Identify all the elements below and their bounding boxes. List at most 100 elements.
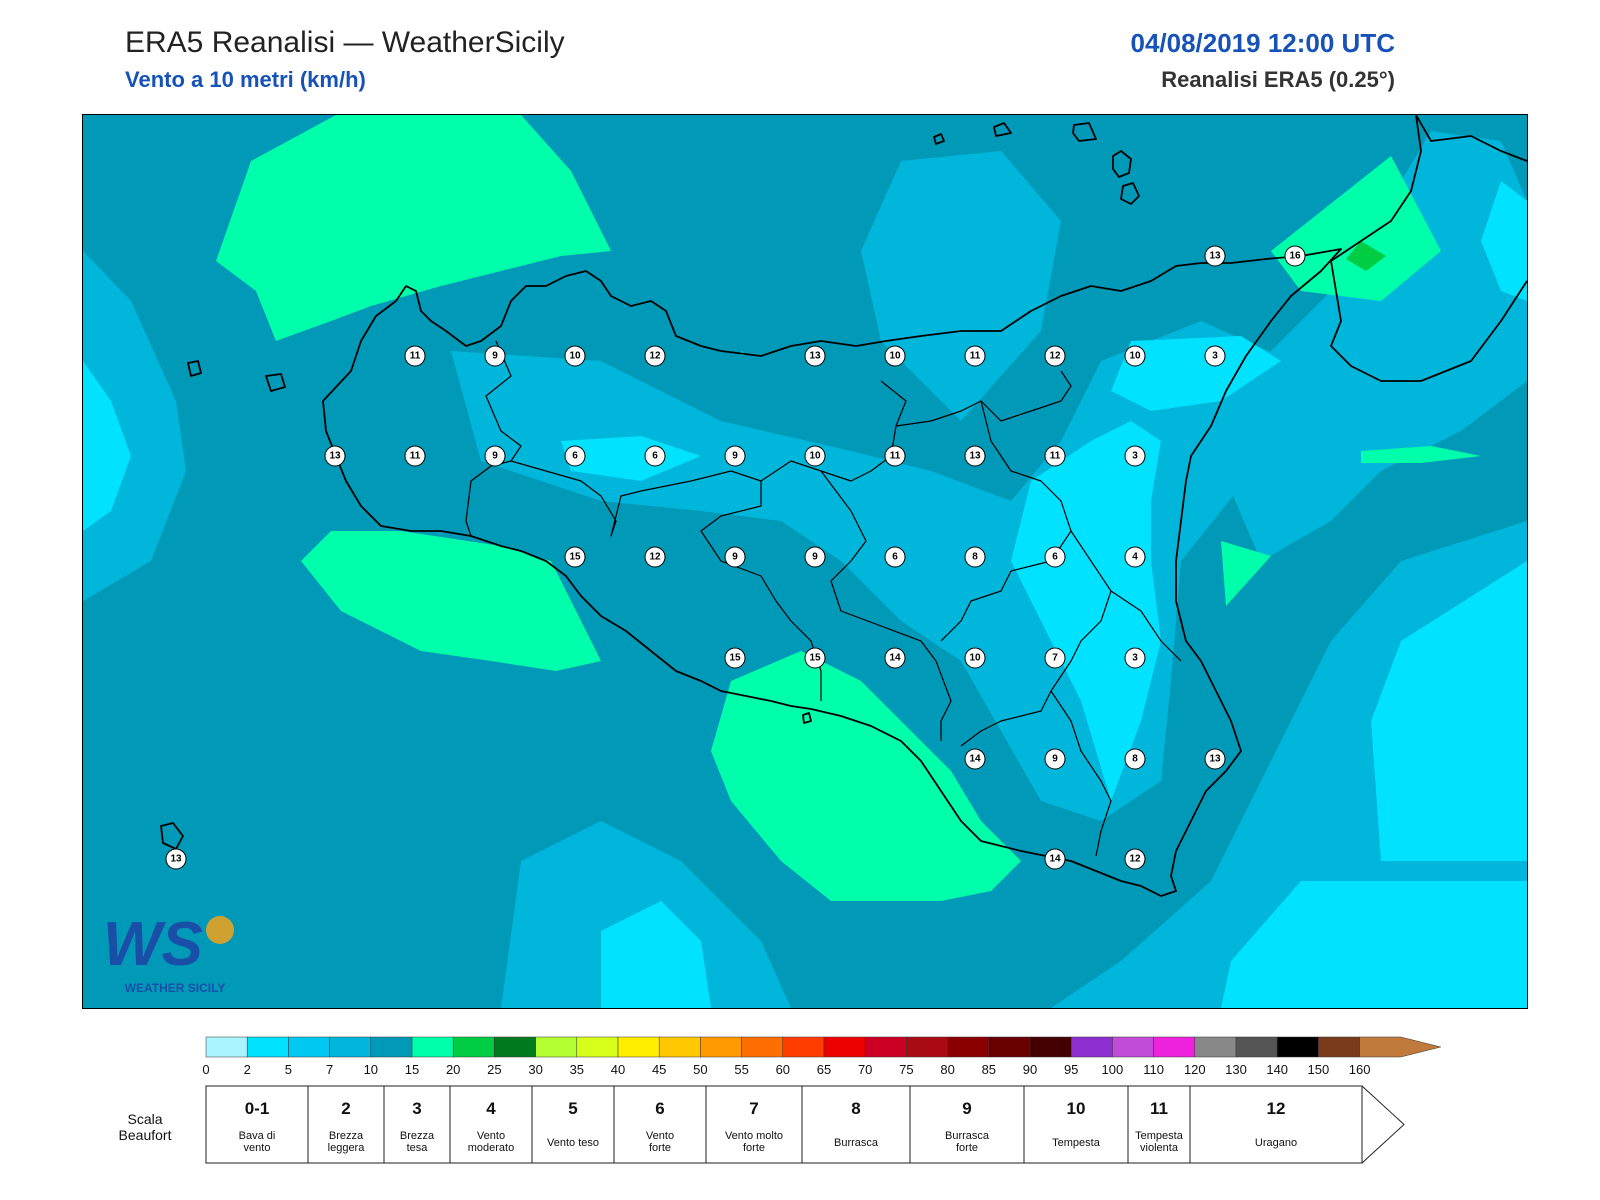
colorbar-tick-label: 50 <box>693 1062 707 1077</box>
station-marker: 7 <box>1044 647 1066 669</box>
station-value: 13 <box>1209 251 1221 262</box>
station-marker: 13 <box>1204 245 1226 267</box>
station-value: 3 <box>1132 653 1138 664</box>
colorbar-swatch <box>1276 1036 1319 1058</box>
station-marker: 3 <box>1204 345 1226 367</box>
sicily-coastline <box>322 248 1342 897</box>
beaufort-label: moderato <box>468 1142 514 1154</box>
station-marker: 12 <box>1044 345 1066 367</box>
station-marker: 12 <box>644 345 666 367</box>
beaufort-cell <box>613 1085 707 1164</box>
colorbar-swatch <box>906 1036 948 1058</box>
station-marker: 9 <box>724 546 746 568</box>
station-marker: 15 <box>724 647 746 669</box>
logo-letters: WS <box>103 910 203 979</box>
station-marker: 14 <box>964 748 986 770</box>
station-marker: 4 <box>1124 546 1146 568</box>
station-marker: 11 <box>1044 445 1066 467</box>
beaufort-cell <box>1189 1085 1363 1164</box>
station-value: 3 <box>1132 451 1138 462</box>
colorbar-tick-label: 140 <box>1266 1062 1288 1077</box>
beaufort-number: 7 <box>749 1099 758 1118</box>
colorbar-ticks: 0 2 5 7 10 15 20 25 30 35 40 45 50 55 60 65 70 75 80 85 90 95… <box>202 1062 1370 1077</box>
beaufort-label: Tempesta <box>1135 1130 1184 1142</box>
colorbar-tick-label: 10 <box>364 1062 378 1077</box>
colorbar-swatch <box>576 1036 619 1058</box>
beaufort-label: Bava di <box>239 1130 276 1142</box>
station-markers: 11 9 10 12 13 10 11 12 10 3 13 11 9 6 6 9 10 11 13 11 3 15 12 9… <box>165 245 1306 870</box>
station-marker: 15 <box>564 546 586 568</box>
province-boundaries <box>465 340 1182 857</box>
station-marker: 11 <box>404 445 426 467</box>
colorbar-tick-label: 150 <box>1308 1062 1330 1077</box>
station-marker: 6 <box>564 445 586 467</box>
beaufort-label: leggera <box>328 1142 366 1154</box>
station-marker: 12 <box>1124 848 1146 870</box>
station-value: 12 <box>649 351 661 362</box>
station-value: 6 <box>652 451 658 462</box>
station-marker: 13 <box>964 445 986 467</box>
legend: 0 2 5 7 10 15 20 25 30 35 40 45 50 55 60 65 70 75 80 85 90 95… <box>119 1036 1441 1164</box>
colorbar-tick-label: 65 <box>817 1062 831 1077</box>
beaufort-label: Uragano <box>1255 1137 1297 1149</box>
station-marker: 10 <box>564 345 586 367</box>
station-value: 9 <box>492 451 498 462</box>
colorbar-tick-label: 85 <box>982 1062 996 1077</box>
colorbar-tick-label: 120 <box>1184 1062 1206 1077</box>
station-marker: 6 <box>884 546 906 568</box>
beaufort-number: 6 <box>655 1099 664 1118</box>
colorbar-swatch <box>741 1036 784 1058</box>
beaufort-number: 0-1 <box>245 1099 270 1118</box>
wind-map-canvas: 11 9 10 12 13 10 11 12 10 3 13 11 9 6 6 9 10 11 13 11 3 15 12 9… <box>83 115 1527 1008</box>
station-marker: 6 <box>644 445 666 467</box>
beaufort-label: Vento teso <box>547 1137 599 1149</box>
station-value: 9 <box>1052 754 1058 765</box>
station-value: 11 <box>970 351 981 362</box>
station-marker: 11 <box>884 445 906 467</box>
beaufort-cell <box>909 1085 1025 1164</box>
colorbar-swatch <box>658 1036 701 1058</box>
station-marker: 6 <box>1044 546 1066 568</box>
beaufort-label: Burrasca <box>834 1137 879 1149</box>
beaufort-cell <box>1023 1085 1129 1164</box>
beaufort-cell <box>1127 1085 1191 1164</box>
colorbar-swatch <box>864 1036 907 1058</box>
colorbar-swatch <box>1235 1036 1278 1058</box>
wind-map: 11 9 10 12 13 10 11 12 10 3 13 11 9 6 6 9 10 11 13 11 3 15 12 9… <box>82 114 1528 1009</box>
colorbar-swatch <box>1359 1036 1441 1058</box>
colorbar-swatch <box>988 1036 1031 1058</box>
colorbar-swatch <box>1070 1036 1113 1058</box>
station-value: 14 <box>969 754 981 765</box>
colorbar-swatch <box>1194 1036 1237 1058</box>
colorbar-tick-label: 15 <box>405 1062 419 1077</box>
datetime-label: 04/08/2019 12:00 UTC <box>1130 28 1395 58</box>
station-marker: 9 <box>724 445 746 467</box>
station-value: 3 <box>1212 351 1218 362</box>
beaufort-label: Brezza <box>400 1130 435 1142</box>
station-marker: 13 <box>804 345 826 367</box>
station-value: 14 <box>1049 854 1061 865</box>
station-marker: 10 <box>964 647 986 669</box>
station-value: 12 <box>1129 854 1141 865</box>
beaufort-label: Vento <box>477 1130 505 1142</box>
station-marker: 13 <box>165 848 187 870</box>
station-marker: 10 <box>1124 345 1146 367</box>
colorbar-tick-label: 40 <box>611 1062 625 1077</box>
station-value: 13 <box>969 451 981 462</box>
beaufort-label: Vento <box>646 1130 674 1142</box>
station-value: 15 <box>569 552 581 563</box>
beaufort-label: forte <box>956 1142 978 1154</box>
beaufort-label: vento <box>244 1142 271 1154</box>
station-value: 11 <box>1050 451 1061 462</box>
station-value: 13 <box>170 854 182 865</box>
station-marker: 10 <box>804 445 826 467</box>
station-marker: 13 <box>1204 748 1226 770</box>
beaufort-number: 9 <box>962 1099 971 1118</box>
station-value: 10 <box>809 451 821 462</box>
colorbar-swatch <box>617 1036 660 1058</box>
station-value: 14 <box>889 653 901 664</box>
colorbar-swatch <box>700 1036 742 1058</box>
beaufort-label: violenta <box>1140 1142 1179 1154</box>
colorbar-swatch <box>535 1036 578 1058</box>
field-2-5 <box>83 181 1527 1008</box>
